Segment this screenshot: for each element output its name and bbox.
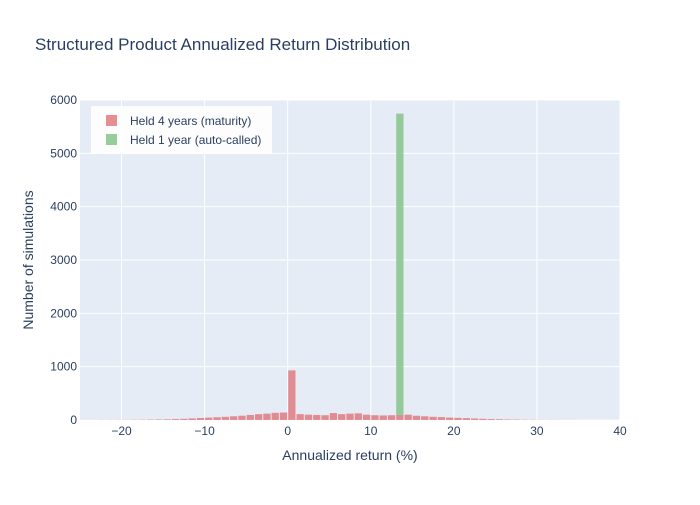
x-tick-label: 20 — [447, 424, 461, 438]
bar-series-1 — [263, 414, 270, 420]
y-tick-label: 6000 — [50, 93, 77, 107]
x-tick-label: −10 — [194, 424, 215, 438]
legend-label[interactable]: Held 1 year (auto-called) — [130, 133, 261, 147]
legend-swatch[interactable] — [106, 134, 117, 145]
bar-series-1 — [321, 415, 328, 420]
bar-series-1 — [297, 414, 304, 420]
bar-series-1 — [330, 413, 337, 420]
bar-series-1 — [438, 417, 445, 420]
legend[interactable]: Held 4 years (maturity) Held 1 year (auto… — [91, 106, 272, 154]
bar-series-1 — [272, 413, 279, 420]
y-tick-label: 5000 — [50, 146, 77, 160]
bar-series-1 — [405, 415, 412, 420]
y-tick-label: 0 — [70, 413, 77, 427]
y-axis-label: Number of simulations — [20, 190, 36, 329]
x-tick-label: 10 — [364, 424, 378, 438]
bar-series-1 — [355, 413, 362, 420]
bar-series-1 — [396, 415, 403, 420]
x-tick-label: 30 — [530, 424, 544, 438]
y-tick-label: 2000 — [50, 306, 77, 320]
bar-series-1 — [164, 419, 171, 420]
bar-series-1 — [305, 415, 312, 420]
bar-series-1 — [363, 415, 370, 420]
bar-series-1 — [222, 417, 229, 420]
bar-series-1 — [380, 415, 387, 420]
legend-label[interactable]: Held 4 years (maturity) — [130, 114, 251, 128]
bar-series-1 — [388, 415, 395, 420]
bar-series-1 — [496, 419, 503, 420]
bar-series-1 — [454, 418, 461, 420]
x-tick-label: 40 — [613, 424, 627, 438]
x-axis-label: Annualized return (%) — [282, 447, 417, 463]
bar-series-1 — [504, 419, 511, 420]
bar-series-2 — [396, 114, 403, 415]
bar-series-1 — [313, 415, 320, 420]
x-tick-label: −20 — [111, 424, 132, 438]
bar-series-1 — [180, 419, 187, 420]
bar-series-1 — [429, 417, 436, 420]
bar-series-1 — [463, 418, 470, 420]
bar-series-1 — [197, 418, 204, 420]
bar-series-1 — [172, 419, 179, 420]
bar-series-1 — [488, 419, 495, 420]
bar-series-1 — [446, 418, 453, 420]
y-tick-label: 1000 — [50, 360, 77, 374]
bar-series-1 — [247, 415, 254, 420]
bar-series-1 — [255, 414, 262, 420]
bar-series-1 — [230, 416, 237, 420]
x-tick-label: 0 — [284, 424, 291, 438]
bar-series-1 — [213, 417, 220, 420]
bar-series-1 — [189, 418, 196, 420]
bar-series-1 — [479, 419, 486, 420]
bar-series-1 — [471, 419, 478, 420]
bar-series-1 — [413, 416, 420, 420]
chart-title: Structured Product Annualized Return Dis… — [35, 35, 410, 54]
bar-series-1 — [338, 414, 345, 420]
bar-series-1 — [238, 416, 245, 420]
bar-series-1 — [280, 413, 287, 420]
bar-series-1 — [155, 419, 162, 420]
legend-swatch[interactable] — [106, 115, 117, 126]
bar-series-1 — [421, 416, 428, 420]
y-tick-label: 4000 — [50, 200, 77, 214]
y-tick-label: 3000 — [50, 253, 77, 267]
bar-series-1 — [346, 414, 353, 420]
bar-series-1 — [371, 415, 378, 420]
bar-series-1 — [288, 370, 295, 420]
bar-series-1 — [205, 418, 212, 420]
